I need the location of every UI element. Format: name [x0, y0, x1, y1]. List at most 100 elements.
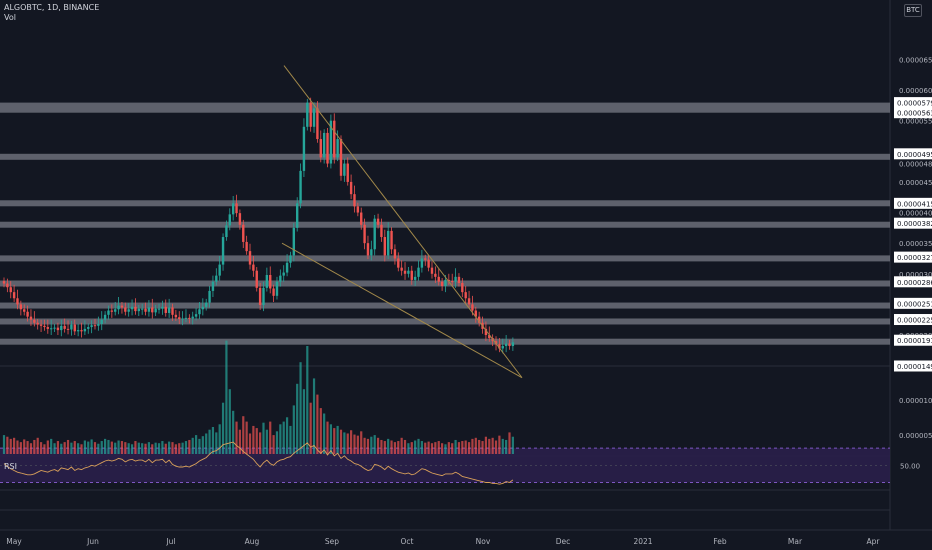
price-tag-label: 0.00003272 [897, 254, 932, 262]
currency-button[interactable]: BTC [904, 4, 922, 17]
volume-bar [451, 443, 454, 454]
volume-bar [501, 438, 504, 454]
candle-body [117, 305, 120, 310]
candle-body [164, 306, 167, 313]
candle-body [167, 307, 171, 313]
candle-body [316, 108, 319, 140]
volume-bar [464, 440, 467, 454]
volume-bar [13, 437, 16, 454]
volume-bar [90, 439, 93, 454]
volume-bar [370, 436, 373, 454]
volume-bar [511, 436, 514, 454]
candle-body [437, 276, 440, 282]
candle-body [504, 343, 508, 347]
candle-body [417, 267, 420, 277]
support-resistance-zone [0, 318, 890, 325]
candle-body [279, 275, 282, 282]
candle-body [494, 341, 498, 345]
candle-body [477, 316, 481, 323]
price-axis-label: 0.00001000 [899, 397, 932, 405]
volume-bar [498, 435, 501, 454]
volume-bar [130, 444, 134, 454]
candle-body [471, 304, 474, 311]
rsi-line [3, 441, 514, 485]
volume-bar [366, 438, 370, 454]
candle-body [322, 132, 326, 158]
volume-bar [333, 428, 336, 454]
volume-bar [124, 442, 127, 454]
symbol-title[interactable]: ALGOBTC, 1D, BINANCE [4, 3, 100, 12]
candle-body [484, 328, 488, 336]
volume-bar [201, 436, 204, 454]
candle-body [231, 203, 235, 215]
time-axis-label: Mar [788, 537, 803, 546]
volume-bar [19, 442, 22, 454]
volume-bar [447, 442, 450, 454]
time-axis-label: Aug [245, 537, 260, 546]
candle-body [407, 270, 410, 274]
candle-body [346, 163, 349, 182]
candle-body [9, 287, 12, 293]
price-tag [894, 297, 932, 309]
volume-bar [383, 441, 386, 454]
candle-body [292, 227, 296, 256]
rsi-label[interactable]: RSI [4, 462, 17, 471]
volume-bar [39, 442, 43, 454]
candle-body [154, 308, 157, 313]
candle-body [302, 126, 306, 171]
volume-bar [110, 441, 113, 454]
time-axis-label: Dec [556, 537, 571, 546]
volume-bar [29, 443, 33, 454]
volume-bar [9, 438, 12, 454]
price-axis-label: 0.00004000 [899, 210, 932, 218]
price-tag-label: 0.00005630 [897, 110, 932, 118]
volume-bar [151, 444, 154, 454]
volume-bar [23, 439, 26, 454]
volume-bar [218, 424, 221, 454]
price-axis-label: 0.00004800 [899, 161, 932, 169]
candle-body [6, 283, 9, 288]
candle-body [93, 325, 97, 327]
time-axis-label: Sep [325, 537, 339, 546]
candle-body [33, 319, 36, 323]
candle-body [100, 319, 103, 324]
volume-bar [225, 340, 228, 454]
candle-body [413, 276, 417, 280]
price-tag [894, 217, 932, 229]
volume-bar [137, 442, 140, 454]
candle-body [174, 314, 178, 318]
volume-bar [232, 410, 235, 454]
candle-body [144, 308, 147, 312]
volume-bar [467, 442, 471, 454]
candle-body [191, 316, 194, 319]
volume-bar [430, 443, 434, 454]
price-tag [894, 251, 932, 263]
candle-body [107, 310, 110, 315]
candle-body [16, 298, 19, 305]
candle-body [66, 328, 70, 330]
candle-body [130, 306, 134, 310]
price-tag-label: 0.00002517 [897, 300, 932, 308]
candle-body [269, 274, 272, 289]
time-axis-label: May [6, 537, 22, 546]
candle-body [248, 251, 252, 265]
volume-bar [221, 402, 225, 454]
time-axis-label: Feb [713, 537, 727, 546]
volume-bar [508, 432, 511, 454]
candle-body [440, 281, 444, 287]
volume-bar [178, 443, 181, 454]
candle-body [252, 264, 255, 271]
candle-body [56, 327, 60, 331]
volume-label[interactable]: Vol [4, 13, 16, 22]
volume-bar [205, 433, 208, 454]
volume-bar [474, 437, 477, 454]
volume-bar [491, 437, 494, 454]
volume-bar [397, 441, 400, 454]
candle-body [235, 203, 238, 214]
volume-bar [471, 438, 474, 454]
volume-bar [400, 437, 403, 454]
candle-body [397, 258, 400, 268]
candle-body [319, 139, 322, 158]
candle-body [53, 327, 56, 329]
